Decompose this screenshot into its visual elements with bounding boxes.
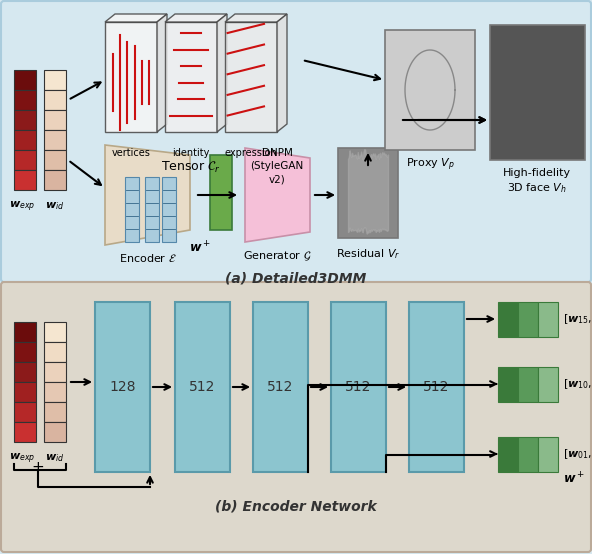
Polygon shape bbox=[217, 14, 227, 132]
Bar bbox=[498, 437, 518, 472]
Text: (b) Encoder Network: (b) Encoder Network bbox=[215, 499, 377, 513]
Bar bbox=[490, 25, 585, 160]
Bar bbox=[14, 342, 36, 362]
Polygon shape bbox=[165, 14, 227, 22]
Text: $\boldsymbol{w}_{exp}$: $\boldsymbol{w}_{exp}$ bbox=[9, 452, 35, 466]
Bar bbox=[162, 177, 176, 242]
Bar bbox=[44, 90, 66, 110]
Bar bbox=[145, 177, 159, 242]
Bar bbox=[44, 382, 66, 402]
Text: Generator $\mathcal{G}$: Generator $\mathcal{G}$ bbox=[243, 250, 311, 263]
Polygon shape bbox=[245, 148, 310, 242]
FancyBboxPatch shape bbox=[1, 1, 591, 282]
Bar bbox=[518, 437, 538, 472]
Bar bbox=[14, 90, 36, 110]
Bar bbox=[44, 422, 66, 442]
Bar bbox=[14, 322, 36, 342]
Polygon shape bbox=[157, 14, 167, 132]
Bar bbox=[44, 342, 66, 362]
Text: vertices: vertices bbox=[111, 148, 150, 158]
Bar bbox=[44, 170, 66, 190]
Bar bbox=[44, 110, 66, 130]
Bar bbox=[125, 177, 139, 242]
Polygon shape bbox=[105, 145, 190, 245]
Text: 128: 128 bbox=[110, 380, 136, 394]
Text: identity: identity bbox=[172, 148, 210, 158]
Text: Encoder $\mathcal{E}$: Encoder $\mathcal{E}$ bbox=[119, 252, 177, 264]
Text: 512: 512 bbox=[189, 380, 215, 394]
Polygon shape bbox=[225, 14, 287, 22]
Text: $\boldsymbol{w}^+$: $\boldsymbol{w}^+$ bbox=[563, 471, 585, 486]
Text: $\boldsymbol{w}_{exp}$: $\boldsymbol{w}_{exp}$ bbox=[9, 200, 35, 214]
Text: (a) Detailed3DMM: (a) Detailed3DMM bbox=[226, 272, 366, 286]
Bar bbox=[409, 302, 464, 472]
Bar bbox=[44, 130, 66, 150]
Bar bbox=[14, 170, 36, 190]
Bar bbox=[44, 402, 66, 422]
Text: expression: expression bbox=[224, 148, 278, 158]
Text: Tensor $\mathcal{C}_r$: Tensor $\mathcal{C}_r$ bbox=[161, 160, 221, 175]
Bar bbox=[44, 362, 66, 382]
Bar bbox=[210, 155, 232, 230]
Text: High-fidelity
3D face $V_h$: High-fidelity 3D face $V_h$ bbox=[503, 168, 571, 195]
Polygon shape bbox=[405, 50, 455, 130]
FancyBboxPatch shape bbox=[1, 282, 591, 552]
Text: DNPM
(StyleGAN
v2): DNPM (StyleGAN v2) bbox=[250, 148, 304, 184]
Text: 512: 512 bbox=[345, 380, 372, 394]
Bar bbox=[225, 22, 277, 132]
Bar bbox=[44, 150, 66, 170]
Bar bbox=[498, 367, 518, 402]
Text: $[\boldsymbol{w}_{01},\ldots,\boldsymbol{w}_{09}]$: $[\boldsymbol{w}_{01},\ldots,\boldsymbol… bbox=[563, 447, 592, 461]
Bar bbox=[538, 437, 558, 472]
Bar bbox=[538, 302, 558, 337]
Text: 512: 512 bbox=[423, 380, 450, 394]
Bar bbox=[14, 130, 36, 150]
Text: $\boldsymbol{w}^+$: $\boldsymbol{w}^+$ bbox=[189, 240, 211, 255]
Text: Proxy $V_p$: Proxy $V_p$ bbox=[406, 157, 455, 173]
Bar bbox=[331, 302, 386, 472]
Bar bbox=[538, 367, 558, 402]
Bar bbox=[44, 322, 66, 342]
Bar bbox=[14, 150, 36, 170]
Text: $[\boldsymbol{w}_{15},\ldots,\boldsymbol{w}_{18}]$: $[\boldsymbol{w}_{15},\ldots,\boldsymbol… bbox=[563, 312, 592, 326]
Polygon shape bbox=[105, 14, 167, 22]
Bar bbox=[14, 362, 36, 382]
Bar bbox=[105, 22, 157, 132]
Bar bbox=[253, 302, 308, 472]
Text: Residual $V_r$: Residual $V_r$ bbox=[336, 247, 400, 261]
Text: 512: 512 bbox=[268, 380, 294, 394]
Bar bbox=[14, 382, 36, 402]
Text: +: + bbox=[31, 460, 44, 475]
Bar bbox=[498, 302, 518, 337]
Bar bbox=[14, 422, 36, 442]
Bar bbox=[14, 110, 36, 130]
Bar bbox=[518, 302, 538, 337]
Text: $[\boldsymbol{w}_{10},\ldots,\boldsymbol{w}_{14}]$: $[\boldsymbol{w}_{10},\ldots,\boldsymbol… bbox=[563, 377, 592, 391]
Bar bbox=[165, 22, 217, 132]
Bar bbox=[14, 402, 36, 422]
Text: $\boldsymbol{w}_{id}$: $\boldsymbol{w}_{id}$ bbox=[45, 452, 65, 464]
Bar bbox=[338, 148, 398, 238]
Bar bbox=[518, 367, 538, 402]
Bar bbox=[44, 70, 66, 90]
Text: $\boldsymbol{w}_{id}$: $\boldsymbol{w}_{id}$ bbox=[45, 200, 65, 212]
Bar bbox=[14, 70, 36, 90]
Polygon shape bbox=[277, 14, 287, 132]
Bar bbox=[95, 302, 150, 472]
Bar bbox=[385, 30, 475, 150]
Bar bbox=[175, 302, 230, 472]
